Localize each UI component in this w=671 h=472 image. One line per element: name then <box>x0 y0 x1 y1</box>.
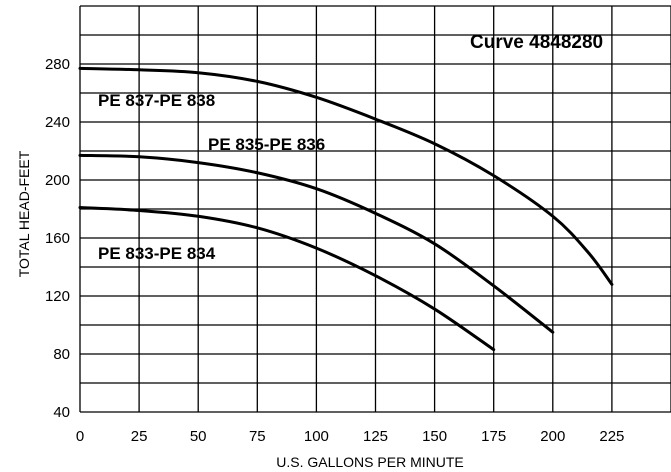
x-tick-label: 25 <box>131 428 148 445</box>
y-tick-label: 160 <box>45 230 70 247</box>
y-tick-label: 120 <box>45 288 70 305</box>
y-tick-label: 40 <box>53 404 70 421</box>
y-tick-label: 280 <box>45 56 70 73</box>
series-line-3 <box>78 206 496 352</box>
x-tick-label: 50 <box>190 428 207 445</box>
curve-labels: PE 837-PE 838 PE 835-PE 836 PE 833-PE 834 <box>98 91 325 263</box>
x-tick-label: 100 <box>304 428 329 445</box>
x-tick-labels: 0 25 50 75 100 125 150 175 200 225 <box>76 428 625 445</box>
series-label-2: PE 835-PE 836 <box>208 135 325 154</box>
x-tick-label: 175 <box>481 428 506 445</box>
y-tick-labels: 40 80 120 160 200 240 280 <box>45 56 70 421</box>
series-line-1 <box>78 66 614 286</box>
series-line-2 <box>78 153 555 334</box>
x-tick-label: 225 <box>599 428 624 445</box>
chart-title: Curve 4848280 <box>470 32 603 53</box>
x-tick-label: 125 <box>363 428 388 445</box>
series-label-1: PE 837-PE 838 <box>98 91 215 110</box>
x-tick-label: 150 <box>422 428 447 445</box>
x-tick-label: 0 <box>76 428 84 445</box>
series-label-3: PE 833-PE 834 <box>98 244 216 263</box>
performance-curves <box>78 66 614 352</box>
x-tick-label: 200 <box>540 428 565 445</box>
x-axis-title: U.S. GALLONS PER MINUTE <box>276 454 463 470</box>
y-tick-label: 80 <box>53 346 70 363</box>
y-tick-label: 200 <box>45 172 70 189</box>
y-tick-label: 240 <box>45 114 70 131</box>
x-tick-label: 75 <box>249 428 266 445</box>
grid-lines <box>79 5 671 413</box>
y-axis-title: TOTAL HEAD-FEET <box>16 150 32 277</box>
